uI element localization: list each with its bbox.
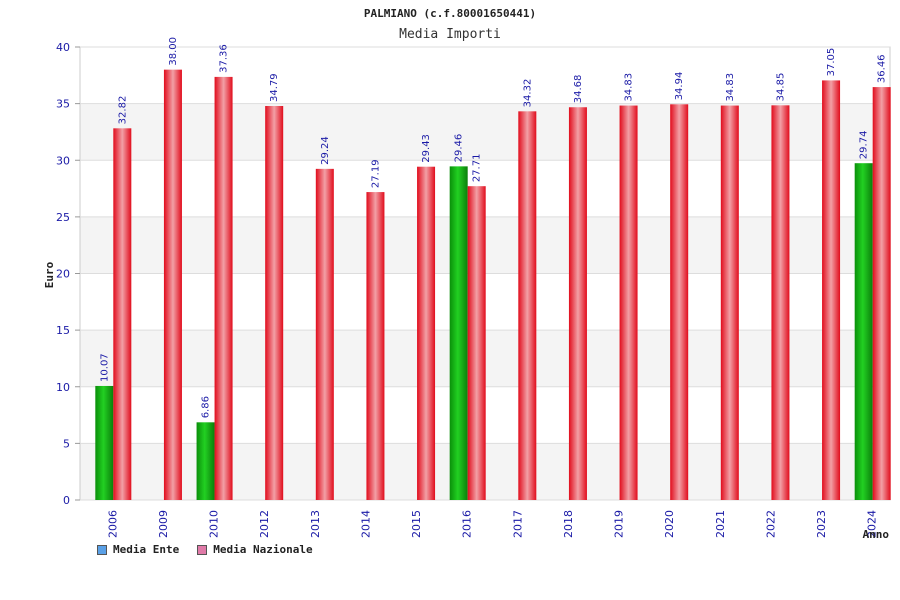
x-tick-label: 2016 xyxy=(461,510,474,538)
data-label: 34.94 xyxy=(674,72,685,101)
data-label: 36.46 xyxy=(877,54,888,83)
bar-media-nazionale-2023 xyxy=(822,80,841,500)
y-tick-label: 15 xyxy=(56,324,70,337)
legend-label-media-nazionale: Media Nazionale xyxy=(213,543,313,556)
plot-band xyxy=(80,103,890,161)
y-tick-label: 35 xyxy=(56,98,70,111)
legend-item-media-nazionale: Media Nazionale xyxy=(197,543,313,556)
legend-label-media-ente: Media Ente xyxy=(113,543,180,556)
bar-media-nazionale-2021 xyxy=(720,105,739,501)
bar-media-ente-2010 xyxy=(196,422,215,500)
data-label: 34.85 xyxy=(775,73,786,102)
data-label: 34.79 xyxy=(269,73,280,102)
bar-media-nazionale-2013 xyxy=(315,168,334,500)
x-axis-label: Anno xyxy=(863,528,890,541)
bar-media-nazionale-2012 xyxy=(265,106,284,501)
plot-band xyxy=(80,47,890,104)
data-label: 38.00 xyxy=(168,37,179,66)
data-label: 37.05 xyxy=(826,48,837,77)
bar-media-nazionale-2015 xyxy=(417,166,436,500)
y-tick-label: 30 xyxy=(56,154,70,167)
data-label: 29.43 xyxy=(421,134,432,163)
data-label: 34.83 xyxy=(624,73,635,102)
x-tick-label: 2009 xyxy=(157,510,170,538)
y-axis-label: Euro xyxy=(43,261,56,288)
data-label: 27.19 xyxy=(370,159,381,188)
bar-media-nazionale-2006 xyxy=(113,128,132,500)
data-label: 6.86 xyxy=(201,396,212,418)
bar-media-nazionale-2022 xyxy=(771,105,790,500)
x-tick-label: 2019 xyxy=(613,510,626,538)
chart-title: PALMIANO (c.f.80001650441) xyxy=(364,7,536,20)
x-tick-label: 2024 xyxy=(866,510,879,538)
bar-media-nazionale-2009 xyxy=(163,69,182,501)
x-tick-label: 2010 xyxy=(208,510,221,538)
data-labels: 10.07 32.82 38.00 6.86 37.36 34.79 29.24 27.19 2… xyxy=(99,37,887,418)
bar-media-nazionale-2010 xyxy=(214,76,233,500)
x-tick-label: 2012 xyxy=(258,510,271,538)
bar-media-ente-2016 xyxy=(449,166,468,501)
data-label: 29.74 xyxy=(859,131,870,160)
x-tick-label: 2013 xyxy=(309,510,322,538)
x-tick-label: 2023 xyxy=(815,510,828,538)
y-tick-label: 20 xyxy=(56,268,70,281)
bar-media-ente-2024 xyxy=(854,163,873,500)
chart-subtitle: Media Importi xyxy=(399,27,501,42)
x-tick-label: 2015 xyxy=(410,510,423,538)
bar-media-nazionale-2018 xyxy=(568,107,587,501)
y-tick-label: 5 xyxy=(63,437,70,450)
bar-media-nazionale-2017 xyxy=(518,111,537,501)
bars xyxy=(95,69,891,501)
y-tick-label: 10 xyxy=(56,381,70,394)
legend-swatch-media-nazionale xyxy=(197,544,208,555)
data-label: 34.32 xyxy=(522,79,533,108)
bar-media-nazionale-2019 xyxy=(619,105,638,501)
x-tick-label: 2018 xyxy=(562,510,575,538)
bar-media-nazionale-2014 xyxy=(366,192,385,501)
x-axis-ticks: 2006 2009 2010 2012 2013 2014 2015 2016 2017 2018… xyxy=(106,510,878,538)
y-axis-ticks: 0 5 10 15 20 25 30 35 40 xyxy=(56,41,80,507)
bar-media-nazionale-2024 xyxy=(872,87,891,500)
data-label: 10.07 xyxy=(99,353,110,382)
x-tick-label: 2006 xyxy=(106,510,119,538)
x-tick-label: 2017 xyxy=(511,510,524,538)
legend-item-media-ente: Media Ente xyxy=(97,543,179,556)
legend: Media Ente Media Nazionale xyxy=(97,543,313,556)
bar-media-nazionale-2016 xyxy=(467,186,486,500)
x-tick-label: 2022 xyxy=(764,510,777,538)
bar-media-ente-2006 xyxy=(95,385,114,500)
x-tick-label: 2020 xyxy=(663,510,676,538)
y-tick-label: 0 xyxy=(63,494,70,507)
x-tick-label: 2021 xyxy=(714,510,727,538)
y-tick-label: 40 xyxy=(56,41,70,54)
data-label: 37.36 xyxy=(219,44,230,73)
legend-swatch-media-ente xyxy=(97,544,107,555)
data-label: 32.82 xyxy=(117,96,128,125)
data-label: 34.83 xyxy=(725,73,736,102)
bar-media-nazionale-2020 xyxy=(670,104,689,500)
x-tick-label: 2014 xyxy=(359,510,372,538)
y-tick-label: 25 xyxy=(56,211,70,224)
data-label: 29.24 xyxy=(320,136,331,165)
data-label: 34.68 xyxy=(573,75,584,104)
data-label: 27.71 xyxy=(472,154,483,183)
data-label: 29.46 xyxy=(454,134,465,163)
